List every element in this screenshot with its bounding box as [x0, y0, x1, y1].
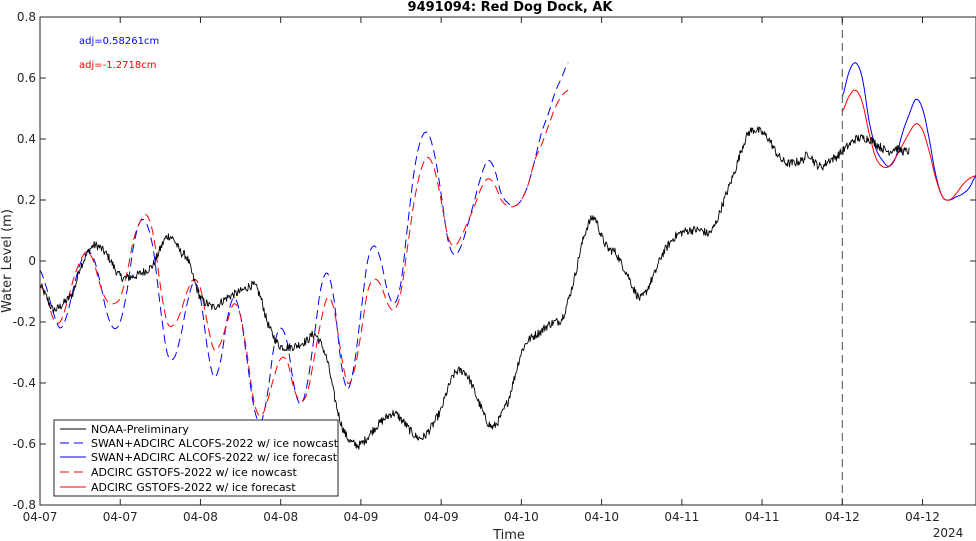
legend-label-alcofs-nowcast: SWAN+ADCIRC ALCOFS-2022 w/ ice nowcast	[91, 437, 339, 450]
x-tick-label: 04-09	[343, 510, 378, 524]
legend-label-alcofs-forecast: SWAN+ADCIRC ALCOFS-2022 w/ ice forecast	[91, 451, 338, 464]
chart-title: 9491094: Red Dog Dock, AK	[408, 0, 614, 15]
y-tick-label: -0.2	[13, 315, 36, 329]
series-line	[841, 62, 976, 201]
y-tick-label: 0.4	[17, 132, 36, 146]
y-tick-label: 0.2	[17, 193, 36, 207]
x-tick-label: 04-12	[905, 510, 940, 524]
x-axis-label: Time	[492, 528, 525, 541]
legend: NOAA-Preliminary SWAN+ADCIRC ALCOFS-2022…	[53, 419, 339, 497]
y-tick-label: -0.6	[13, 437, 36, 451]
x-tick-label: 04-08	[183, 510, 218, 524]
legend-label-gstofs-forecast: ADCIRC GSTOFS-2022 w/ ice forecast	[91, 481, 296, 494]
legend-box	[53, 419, 339, 497]
y-tick-label: -0.4	[13, 376, 36, 390]
legend-keys	[60, 428, 86, 488]
red-adjustment-note: adj=-1.2718cm	[79, 60, 156, 71]
x-tick-label: 04-10	[504, 510, 539, 524]
y-tick-label: 0	[28, 254, 36, 268]
x-tick-label: 04-07	[23, 510, 58, 524]
x-tick-label: 04-07	[103, 510, 138, 524]
series-line	[841, 89, 976, 201]
x-tick-label: 04-11	[745, 510, 780, 524]
blue-adjustment-note: adj=0.58261cm	[79, 36, 159, 47]
y-tick-label: 0.8	[17, 10, 36, 24]
x-tick-label: 04-10	[584, 510, 619, 524]
legend-label-gstofs-nowcast: ADCIRC GSTOFS-2022 w/ ice nowcast	[91, 466, 297, 479]
y-axis-label: Water Level (m)	[0, 209, 15, 313]
x-tick-label: 04-12	[825, 510, 860, 524]
x-tick-label: 04-11	[664, 510, 699, 524]
series-line	[39, 89, 569, 417]
series-line	[39, 62, 569, 424]
x-tick-label: 04-08	[263, 510, 298, 524]
label-layer: -0.8 -0.6 -0.4 -0.2 0 0.2 0.4 0.6 0.8 04-07 04-07 0…	[13, 10, 940, 524]
x-tick-label: 04-09	[424, 510, 459, 524]
series-line	[39, 126, 910, 450]
year-label: 2024	[933, 526, 964, 540]
tick-layer	[39, 16, 976, 506]
series-layer	[39, 62, 976, 450]
legend-label-noaa: NOAA-Preliminary	[91, 423, 189, 436]
y-tick-label: 0.6	[17, 71, 36, 85]
y-tick-label: -0.8	[13, 498, 36, 512]
